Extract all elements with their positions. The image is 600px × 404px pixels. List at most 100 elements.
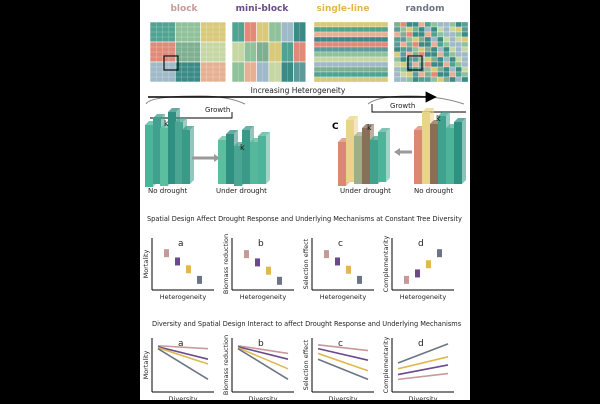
- tree-bar: [234, 146, 242, 186]
- grid-random-cell: [437, 41, 444, 48]
- plot-d-3-marker: [437, 249, 442, 258]
- grid-random-cell: [461, 26, 469, 33]
- plot-d-0-marker: [175, 257, 180, 266]
- grid-random-cell: [412, 76, 419, 83]
- grid-random-cell: [424, 51, 432, 58]
- panel_d-ylabel-0: Mortality: [142, 249, 150, 278]
- grid-random-cell: [437, 56, 444, 63]
- grid-random-cell: [424, 21, 432, 28]
- tree-bar-side: [386, 128, 390, 182]
- tree-bar-side: [266, 132, 270, 184]
- tree-bar: [414, 130, 422, 184]
- panel-c-growth-bracket: [371, 104, 466, 113]
- panel-b-arrow-head: [214, 154, 220, 162]
- bracket-right: [367, 95, 465, 105]
- plot-d-0-marker: [197, 275, 202, 284]
- plot-e-3-line: [397, 364, 449, 376]
- grid-random-cell: [455, 26, 463, 33]
- plot-e-0-line: [157, 344, 209, 350]
- panel-c-left-label: Under drought: [340, 187, 391, 195]
- grid-random-cell: [455, 61, 463, 68]
- tree-bar: [250, 142, 258, 184]
- design-label-single-line: single-line: [317, 4, 370, 14]
- panel_e-letter-1: b: [258, 339, 264, 349]
- plot-e-2-line: [317, 352, 369, 372]
- grid-random-cell: [443, 56, 450, 63]
- grid-random-cell: [400, 31, 407, 38]
- grid-random-cell: [418, 76, 425, 83]
- grid-random-cell: [424, 41, 432, 48]
- grid-random-cell: [449, 31, 456, 38]
- grid-random-cell: [406, 31, 413, 38]
- panel_d-letter-3: d: [418, 239, 424, 249]
- grid-random-cell: [437, 31, 444, 38]
- panel-c-k-left: k: [367, 123, 372, 132]
- grid-random-cell: [443, 51, 450, 58]
- plot-d-2-marker: [324, 250, 329, 259]
- grid-random-cell: [400, 46, 407, 53]
- grid-random-cell: [430, 61, 438, 68]
- grid-random-cell: [393, 76, 401, 83]
- grid-random-cell: [455, 51, 463, 58]
- grid-random-cell: [443, 71, 450, 78]
- panel_e-letter-3: d: [418, 339, 424, 349]
- grid-random-cell: [412, 46, 419, 53]
- plot-e-1-line: [237, 347, 289, 381]
- trees-under-drought-b: [218, 126, 270, 186]
- tree-bar: [354, 136, 362, 184]
- trees-no-drought-c: [414, 108, 466, 184]
- plot-d-3-marker: [415, 269, 420, 278]
- plot-e-2-line: [317, 344, 369, 352]
- plot-d-3-marker: [426, 260, 431, 269]
- panel-b-left-label: No drought: [148, 187, 188, 195]
- grid-random-cell: [412, 36, 419, 43]
- plot-e-1-line: [237, 344, 289, 355]
- random-zoom-square: [407, 55, 423, 71]
- plot-d-2-marker: [357, 275, 362, 284]
- panel-b-growth-label: Growth: [205, 106, 230, 114]
- grid-random-cell: [461, 56, 469, 63]
- tree-bar: [430, 124, 438, 184]
- grid-mini-block: [231, 21, 307, 83]
- grid-random-cell: [393, 36, 401, 43]
- panel_e-ylabel-0: Mortality: [142, 350, 150, 379]
- grid-random-cell: [406, 41, 413, 48]
- panel-b-right-label: Under drought: [216, 187, 267, 195]
- tree-bar-side: [462, 118, 466, 184]
- tree-bar: [226, 134, 234, 184]
- design-label-mini-block: mini-block: [236, 4, 290, 14]
- grid-random-cell: [449, 36, 456, 43]
- plot-d-1-marker: [255, 258, 260, 267]
- grid-random-cell: [437, 76, 444, 83]
- grid-random-cell: [455, 21, 463, 28]
- grid-random-cell: [412, 61, 419, 68]
- tree-bar: [338, 142, 346, 186]
- panel_e-xlabel-2: Diversity: [329, 395, 358, 400]
- panel_d-letter-0: a: [178, 239, 184, 249]
- grid-random-cell: [437, 46, 444, 53]
- panel-d-title: Spatial Design Affect Drought Response a…: [147, 215, 462, 223]
- grid-random-cell: [449, 71, 456, 78]
- grid-random-cell: [418, 31, 425, 38]
- grid-random-cell: [430, 36, 438, 43]
- grid-random-cell: [400, 66, 407, 73]
- grid-random-cell: [406, 56, 413, 63]
- panel-c-growth-label: Growth: [390, 102, 415, 110]
- panel_d-xlabel-0: Heterogeneity: [160, 293, 207, 301]
- grid-random-cell: [393, 61, 401, 68]
- grid-random-cell: [418, 36, 425, 43]
- block-zoom-square: [163, 55, 179, 71]
- grid-random-cell: [455, 76, 463, 83]
- grid-random-cell: [443, 76, 450, 83]
- panel_e-xlabel-1: Diversity: [249, 395, 278, 400]
- grid-random-cell: [412, 71, 419, 78]
- grid-random-cell: [455, 41, 463, 48]
- panel_e-letter-2: c: [338, 339, 343, 349]
- grid-random-cell: [449, 66, 456, 73]
- grid-single-line: [313, 21, 389, 83]
- grid-random-cell: [430, 46, 438, 53]
- grid-random-cell: [437, 26, 444, 33]
- grid-random-cell: [449, 46, 456, 53]
- grid-random-cell: [449, 56, 456, 63]
